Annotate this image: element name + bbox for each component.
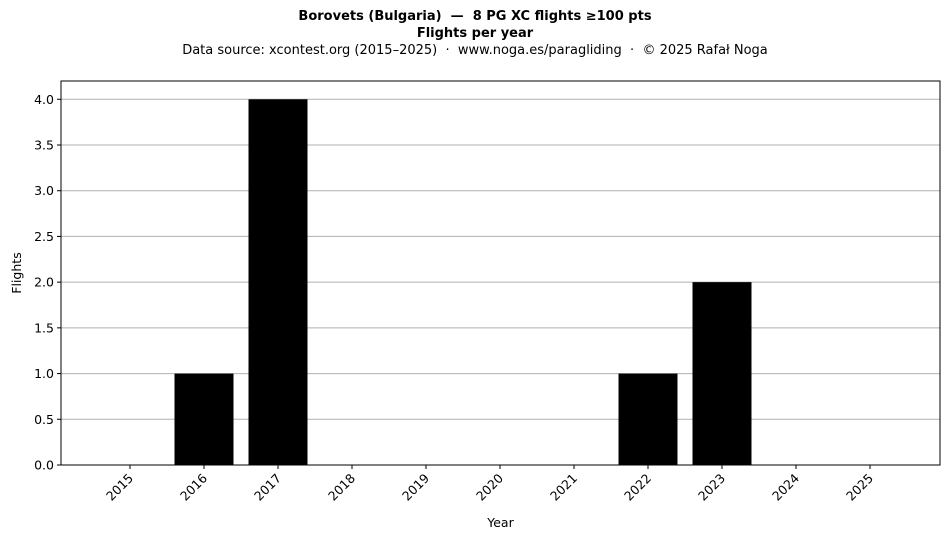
bars xyxy=(174,99,752,466)
y-axis: 0.0 0.5 1.0 1.5 2.0 2.5 3.0 3.5 4.0 xyxy=(34,92,61,473)
x-axis: 2015 2016 2017 2018 2019 2020 2021 2022 2023 2024… xyxy=(103,465,876,504)
y-tick-label: 0.5 xyxy=(34,412,54,427)
x-tick-label: 2015 xyxy=(103,471,136,504)
y-tick-label: 4.0 xyxy=(34,92,54,107)
x-tick-label: 2022 xyxy=(621,471,654,504)
y-tick-label: 1.0 xyxy=(34,366,54,381)
x-tick-label: 2019 xyxy=(399,470,432,503)
data-source-note: Data source: xcontest.org (2015–2025) · … xyxy=(182,43,768,58)
x-tick-label: 2017 xyxy=(251,471,284,504)
bar-2017 xyxy=(248,99,308,466)
y-tick-label: 2.0 xyxy=(34,275,54,290)
x-axis-label: Year xyxy=(486,515,514,530)
y-tick-label: 3.0 xyxy=(34,183,54,198)
x-tick-label: 2024 xyxy=(769,470,802,503)
y-tick-label: 2.5 xyxy=(34,229,54,244)
x-tick-label: 2016 xyxy=(177,470,210,503)
x-tick-label: 2018 xyxy=(325,470,358,503)
x-tick-label: 2021 xyxy=(547,471,580,504)
y-tick-label: 3.5 xyxy=(34,138,54,153)
x-tick-label: 2023 xyxy=(695,471,728,504)
bar-2022 xyxy=(618,373,678,465)
y-tick-label: 0.0 xyxy=(34,458,54,473)
y-tick-label: 1.5 xyxy=(34,320,54,335)
x-tick-label: 2020 xyxy=(473,470,506,503)
chart-titles: Borovets (Bulgaria) — 8 PG XC flights ≥1… xyxy=(0,8,950,59)
bar-2023 xyxy=(692,282,752,465)
chart-title: Borovets (Bulgaria) — 8 PG XC flights ≥1… xyxy=(298,9,652,24)
x-tick-label: 2025 xyxy=(843,471,876,504)
chart-subtitle: Flights per year xyxy=(416,26,534,41)
bar-2016 xyxy=(174,373,234,465)
y-axis-label: Flights xyxy=(9,252,24,293)
